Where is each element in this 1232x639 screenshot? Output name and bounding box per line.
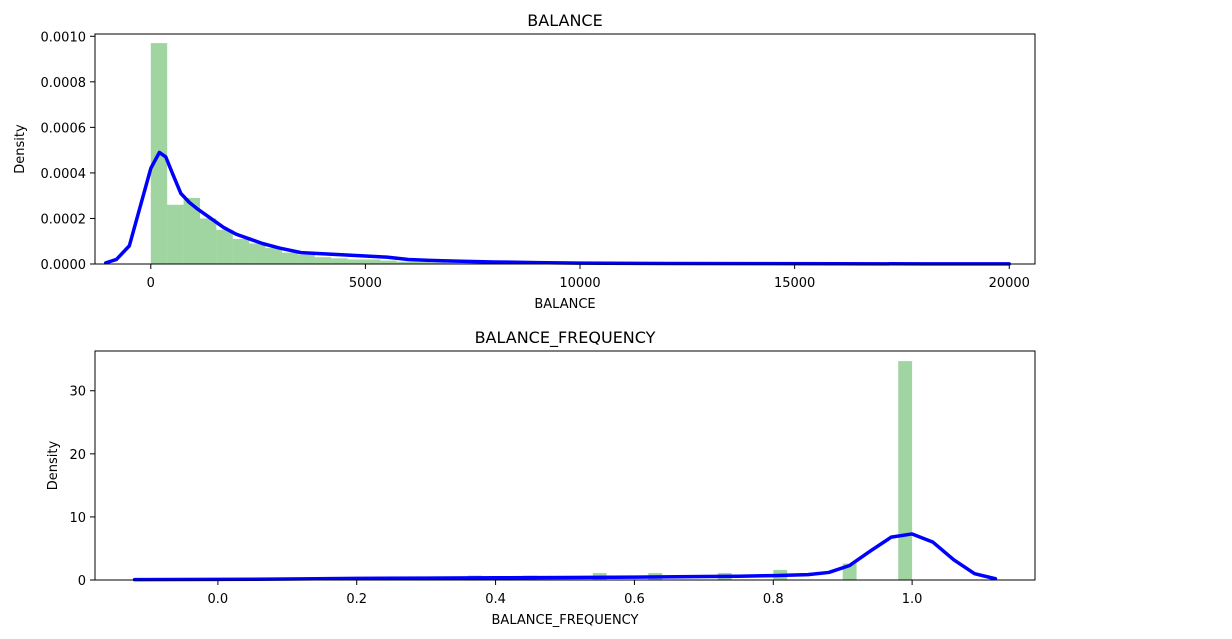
x-tick-label: 0.4 (485, 592, 506, 607)
y-axis-ticks: 0 10 20 30 (69, 385, 95, 589)
chart-balance: BALANCE BALANCE Density 0 5000 10000 15000 2… (13, 11, 1036, 312)
x-tick-label: 1.0 (902, 592, 923, 607)
x-tick-label: 0.0 (208, 592, 229, 607)
y-tick-label: 0.0006 (41, 121, 87, 136)
x-axis-label: BALANCE_FREQUENCY (492, 613, 639, 628)
histogram-bar (167, 204, 184, 264)
plot-frame (94, 33, 1036, 265)
y-axis-ticks: 0.0000 0.0002 0.0004 0.0006 0.0008 0.0010 (41, 30, 95, 273)
y-tick-label: 0.0008 (41, 76, 87, 91)
histogram-bar (445, 262, 463, 264)
x-tick-label: 5000 (349, 276, 382, 291)
histogram-bar (298, 254, 315, 264)
histogram-bar (898, 361, 913, 580)
y-tick-label: 0.0010 (41, 30, 87, 45)
kde-line (103, 150, 1011, 266)
y-tick-label: 10 (69, 511, 86, 526)
histogram-bar (199, 218, 217, 264)
x-tick-label: 0 (147, 276, 155, 291)
histogram-bars (150, 43, 594, 264)
histogram-bar (462, 262, 479, 264)
x-tick-label: 20000 (989, 276, 1030, 291)
histogram-bar (396, 261, 414, 264)
x-axis-ticks: 0.0 0.2 0.4 0.6 0.8 1.0 (208, 580, 923, 607)
histogram-bars (342, 361, 913, 580)
histogram-bar (413, 261, 430, 264)
histogram-bar (216, 229, 233, 264)
y-tick-label: 20 (69, 448, 86, 463)
x-tick-label: 0.2 (346, 592, 367, 607)
x-axis-ticks: 0 5000 10000 15000 20000 (147, 264, 1030, 291)
histogram-bar (429, 262, 446, 264)
x-tick-label: 10000 (559, 276, 600, 291)
histogram-bar (347, 259, 364, 264)
plot-frame (94, 350, 1036, 581)
kde-line (132, 532, 998, 582)
x-tick-label: 0.8 (763, 592, 784, 607)
x-axis-label: BALANCE (534, 297, 595, 312)
kde-curve (132, 532, 998, 582)
y-tick-label: 30 (69, 385, 86, 400)
chart-balance-frequency: BALANCE_FREQUENCY BALANCE_FREQUENCY Dens… (46, 328, 1036, 628)
y-axis-label: Density (13, 124, 28, 174)
y-axis-label: Density (46, 440, 61, 490)
histogram-bar (232, 238, 250, 264)
y-tick-label: 0 (78, 574, 86, 589)
histogram-bar (281, 252, 299, 264)
y-tick-label: 0.0000 (41, 258, 87, 273)
y-tick-label: 0.0002 (41, 212, 87, 227)
histogram-bar (183, 197, 200, 264)
histogram-bar (249, 243, 266, 264)
y-tick-label: 0.0004 (41, 167, 87, 182)
x-tick-label: 0.6 (624, 592, 645, 607)
histogram-bar (314, 257, 332, 264)
histogram-bar (363, 259, 381, 264)
histogram-bar (331, 258, 348, 264)
x-tick-label: 15000 (774, 276, 815, 291)
histogram-bar (380, 260, 397, 264)
chart-title: BALANCE (527, 11, 602, 30)
histogram-bar (265, 248, 282, 264)
chart-title: BALANCE_FREQUENCY (475, 328, 656, 348)
kde-curve (103, 150, 1011, 266)
